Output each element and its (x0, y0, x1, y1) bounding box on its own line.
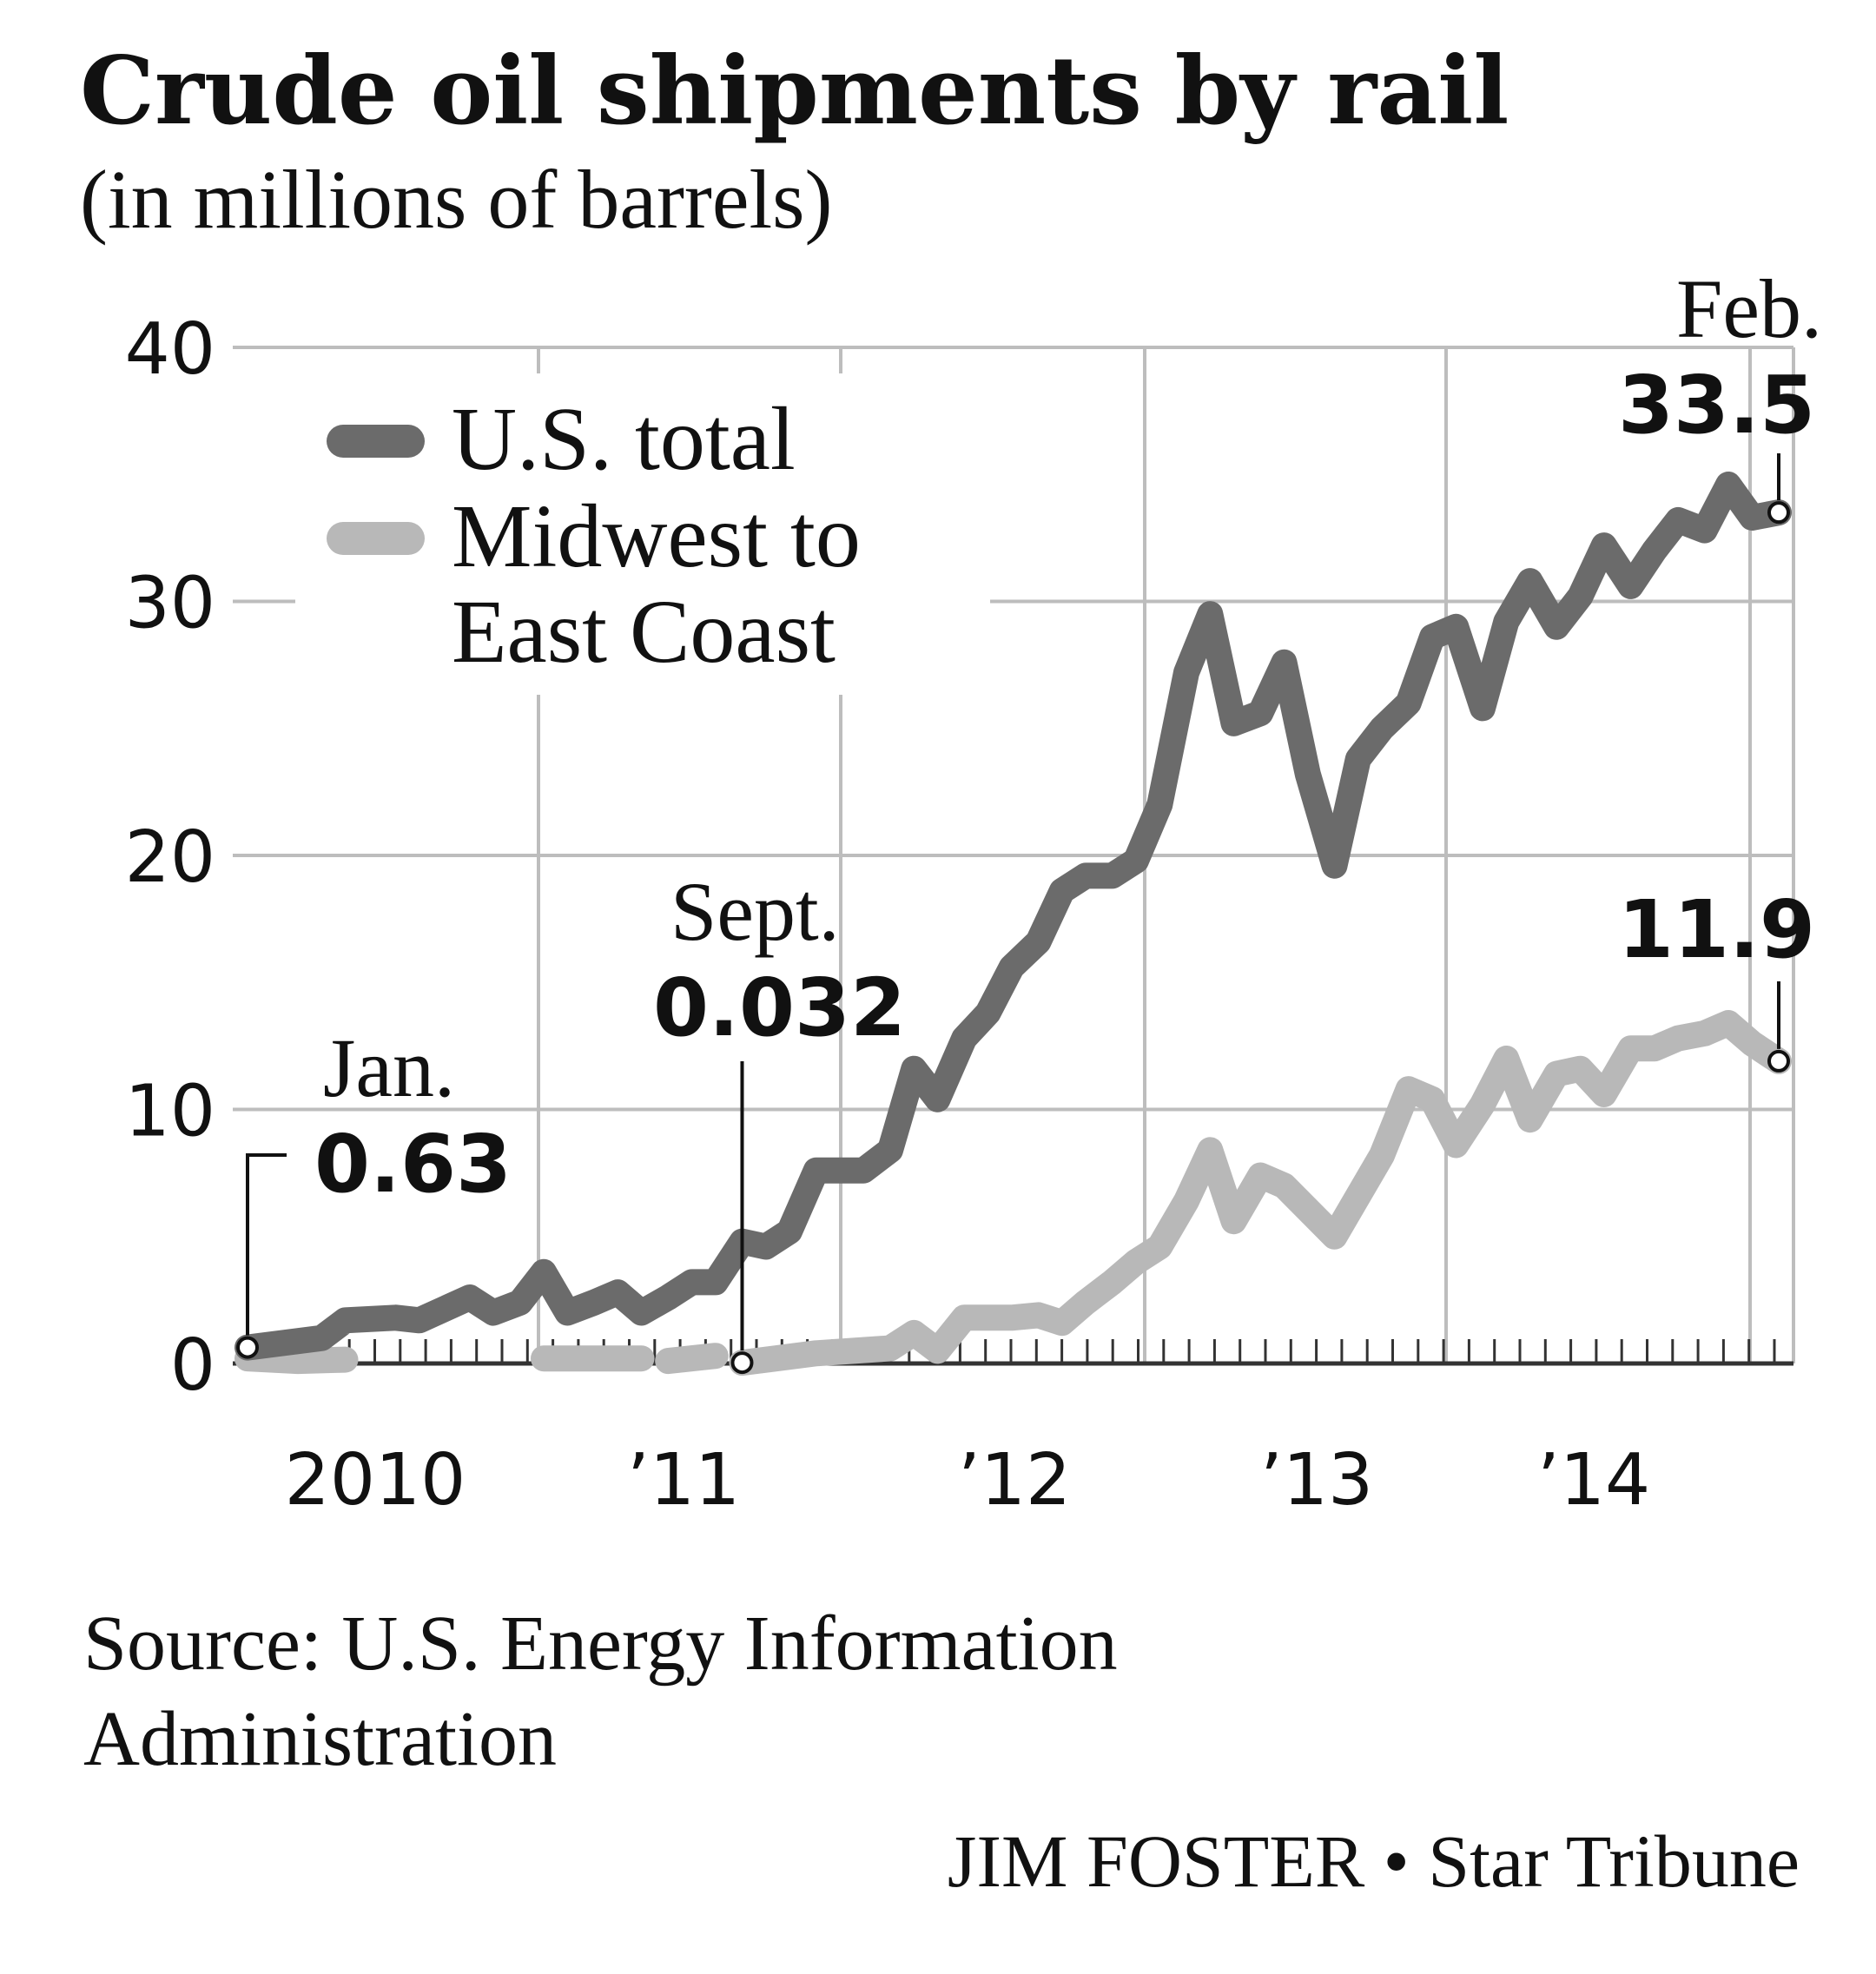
annotation-jan-label: Jan. (323, 1021, 455, 1114)
annotation-jan-value: 0.63 (314, 1118, 512, 1211)
annotation-midwest-end-value: 11.9 (1618, 883, 1815, 976)
marker-feb (1767, 501, 1790, 525)
marker-sept (730, 1351, 754, 1375)
legend-label-us-total: U.S. total (452, 389, 796, 489)
x-tick-label-1: ’11 (627, 1439, 740, 1522)
source-line-2: Administration (83, 1696, 557, 1782)
y-tick-label-40: 40 (125, 308, 215, 391)
annotation-feb-value: 33.5 (1618, 359, 1815, 452)
y-tick-label-10: 10 (125, 1071, 215, 1153)
plot-area (234, 472, 1792, 1377)
x-tick-label-2: ’12 (958, 1439, 1071, 1522)
y-tick-label-30: 30 (125, 563, 215, 645)
y-tick-label-20: 20 (125, 816, 215, 899)
series-line-midwest-2 (655, 1343, 729, 1375)
y-tick-label-0: 0 (170, 1324, 215, 1407)
leader-jan (246, 1153, 287, 1336)
source-line-1: Source: U.S. Energy Information (83, 1601, 1118, 1687)
x-tick-label-0: 2010 (285, 1439, 466, 1522)
annotation-leaders (236, 453, 1790, 1375)
legend-label-midwest-line1: Midwest to (452, 486, 861, 586)
series-line-us-total (234, 472, 1792, 1361)
credit-line: JIM FOSTER • Star Tribune (948, 1819, 1800, 1903)
series-line-midwest-3 (729, 1010, 1792, 1377)
legend-label-midwest-line2: East Coast (452, 582, 836, 682)
x-axis: 2010 ’11 ’12 ’13 ’14 (233, 1339, 1793, 1522)
chart-title: Crude oil shipments by rail (80, 36, 1509, 146)
marker-jan (236, 1336, 259, 1359)
x-tick-label-4: ’14 (1537, 1439, 1650, 1522)
chart-subtitle: (in millions of barrels) (80, 153, 832, 246)
annotation-feb-label: Feb. (1676, 262, 1822, 355)
x-tick-label-3: ’13 (1260, 1439, 1373, 1522)
series-line-midwest-0 (234, 1345, 359, 1375)
annotation-sept-value: 0.032 (653, 961, 906, 1054)
marker-midwest-end (1767, 1049, 1790, 1073)
annotation-sept-label: Sept. (670, 865, 840, 958)
legend: U.S. total Midwest to East Coast (295, 373, 990, 695)
